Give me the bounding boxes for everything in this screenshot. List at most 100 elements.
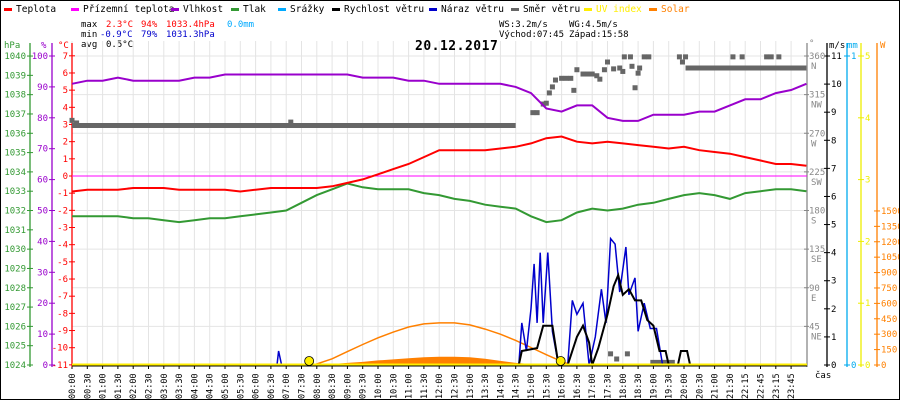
wind-direction-point: [624, 351, 630, 357]
solar-tick-label: 150: [881, 346, 897, 356]
wind-direction-point: [608, 351, 614, 357]
stat-min-temp: -0.9°C: [100, 30, 133, 40]
direction-axis-unit: °: [809, 39, 814, 49]
x-tick-label: 00:30: [83, 373, 93, 399]
temperature-tick-label: 0: [63, 172, 68, 182]
x-tick-label: 22:45: [757, 373, 767, 399]
solar-tick-label: 600: [881, 299, 897, 309]
direction-compass-label: E: [811, 294, 816, 304]
x-tick-label: 15:00: [527, 373, 537, 399]
wind-direction-point: [597, 76, 603, 82]
x-tick-label: 18:30: [634, 373, 644, 399]
uv-tick-label: 0: [865, 361, 870, 371]
x-tick-label: 08:30: [328, 373, 338, 399]
wind-direction-point: [549, 84, 555, 90]
x-tick-label: 06:30: [267, 373, 277, 399]
pressure-tick-label: 1032: [4, 207, 26, 217]
direction-tick-label: 270: [809, 129, 825, 139]
x-tick-label: 09:30: [359, 373, 369, 399]
legend-item: Rychlost větru: [332, 4, 424, 15]
wind-tick-label: 3: [831, 277, 836, 287]
pressure-tick-label: 1031: [4, 226, 26, 236]
uv-tick-label: 5: [865, 52, 870, 62]
legend-swatch: [4, 8, 12, 11]
x-tick-label: 23:45: [787, 373, 797, 399]
legend-label: Srážky: [290, 4, 325, 15]
x-tick-label: 14:30: [512, 373, 522, 399]
x-tick-label: 09:00: [343, 373, 353, 399]
wind-direction-point: [620, 68, 626, 74]
wind-direction-point: [646, 54, 652, 60]
direction-compass-label: SW: [811, 178, 822, 188]
legend-swatch: [511, 8, 519, 11]
x-tick-label: 03:30: [175, 373, 185, 399]
wind-direction-point: [69, 117, 75, 123]
x-tick-label: 08:00: [313, 373, 323, 399]
sunset-marker: [555, 356, 566, 366]
x-tick-label: 10:30: [389, 373, 399, 399]
legend-item: Směr větru: [511, 4, 580, 15]
pressure-tick-label: 1030: [4, 245, 26, 255]
x-tick-label: 00:00: [68, 373, 78, 399]
wind-direction-point: [543, 100, 549, 106]
rain-axis-unit: mm: [847, 41, 858, 51]
legend-swatch: [429, 8, 437, 11]
humidity-tick-label: 100: [32, 52, 48, 62]
x-tick-label: 02:30: [145, 373, 155, 399]
pressure-tick-label: 1040: [4, 52, 26, 62]
temperature-tick-label: -4: [57, 241, 68, 251]
stat-avg-temp: 0.5°C: [106, 40, 134, 50]
wind-direction-point: [605, 59, 610, 65]
x-tick-label: 12:00: [435, 373, 445, 399]
legend-swatch: [231, 8, 239, 11]
wind-tick-label: 5: [831, 221, 836, 231]
x-tick-label: 07:00: [282, 373, 292, 399]
legend-item: UV index: [584, 4, 642, 15]
wind-direction-point: [614, 356, 620, 362]
solar-tick-label: 750: [881, 284, 897, 294]
x-tick-label: 22:15: [741, 373, 751, 399]
wind-direction-point: [563, 75, 569, 81]
legend-item: Tlak: [231, 4, 266, 15]
temperature-tick-label: -8: [57, 309, 68, 319]
legend-item: Teplota: [4, 4, 56, 15]
solar-area: [316, 356, 562, 365]
solar-tick-label: 1200: [881, 238, 900, 248]
humidity-tick-label: 70: [37, 145, 48, 155]
rain-tick-label: 1: [851, 52, 856, 62]
legend-swatch: [278, 8, 286, 11]
legend-label: Náraz větru: [441, 4, 504, 15]
direction-tick-label: 90: [809, 284, 820, 294]
wind-direction-point: [676, 54, 682, 60]
direction-compass-label: N: [811, 62, 816, 72]
x-tick-label: 07:30: [298, 373, 308, 399]
x-tick-label: 19:30: [665, 373, 675, 399]
wind-direction-point: [635, 70, 641, 76]
wind-direction-point: [74, 120, 80, 126]
legend-label: Vlhkost: [183, 4, 224, 15]
pressure-tick-label: 1024: [4, 361, 26, 371]
temperature-tick-label: -1: [57, 189, 68, 199]
direction-compass-label: S: [811, 217, 816, 227]
direction-tick-label: 135: [809, 245, 825, 255]
temperature-tick-label: -7: [57, 292, 68, 302]
wind-direction-point: [568, 75, 574, 81]
humidity-tick-label: 0: [43, 361, 48, 371]
temperature-tick-label: -6: [57, 275, 68, 285]
temperature-tick-label: 2: [63, 138, 68, 148]
wind-tick-label: 4: [831, 249, 836, 259]
temperature-tick-label: -2: [57, 206, 68, 216]
temperature-tick-label: 6: [63, 69, 68, 79]
direction-compass-label: NW: [811, 101, 822, 111]
wind-tick-label: 11: [831, 52, 842, 62]
solar-tick-label: 1050: [881, 253, 900, 263]
sunrise-info: Východ:07:45: [499, 30, 565, 40]
uv-tick-label: 4: [865, 114, 870, 124]
pressure-line: [72, 182, 807, 224]
direction-compass-label: NE: [811, 332, 822, 342]
x-tick-label: 05:30: [236, 373, 246, 399]
x-tick-label: 05:00: [221, 373, 231, 399]
